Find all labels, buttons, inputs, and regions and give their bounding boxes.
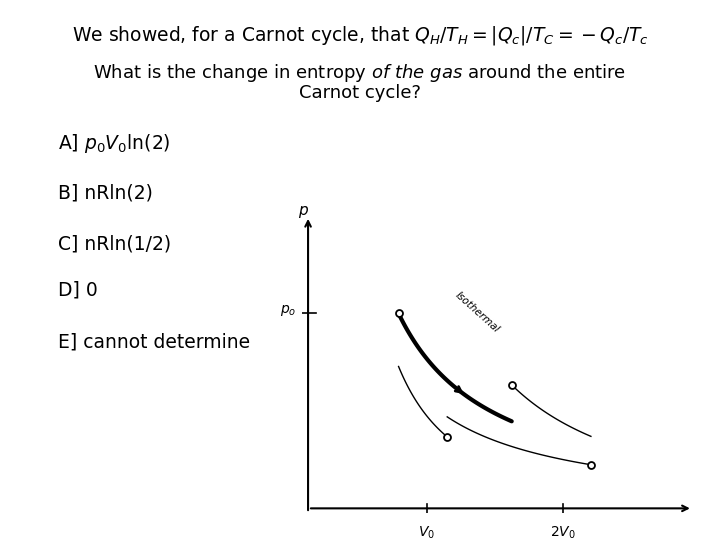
Text: $V_0$: $V_0$ (418, 524, 436, 540)
Text: D] 0: D] 0 (58, 281, 97, 300)
Text: p: p (297, 203, 307, 218)
Text: $p_o$: $p_o$ (280, 303, 297, 318)
Text: B] nRln(2): B] nRln(2) (58, 184, 153, 202)
Text: Isothermal: Isothermal (454, 290, 502, 335)
Text: Carnot cycle?: Carnot cycle? (299, 84, 421, 102)
Text: A] $p_0V_0$ln(2): A] $p_0V_0$ln(2) (58, 132, 170, 156)
Text: What is the change in entropy $\it{of\ the\ gas}$ around the entire: What is the change in entropy $\it{of\ t… (94, 62, 626, 84)
Text: C] nRln(1/2): C] nRln(1/2) (58, 235, 171, 254)
Text: We showed, for a Carnot cycle, that $Q_H/T_H = |Q_c|/T_C= -Q_c/T_c$: We showed, for a Carnot cycle, that $Q_H… (71, 24, 649, 48)
Text: E] cannot determine: E] cannot determine (58, 332, 250, 351)
Text: $2V_0$: $2V_0$ (549, 524, 575, 540)
